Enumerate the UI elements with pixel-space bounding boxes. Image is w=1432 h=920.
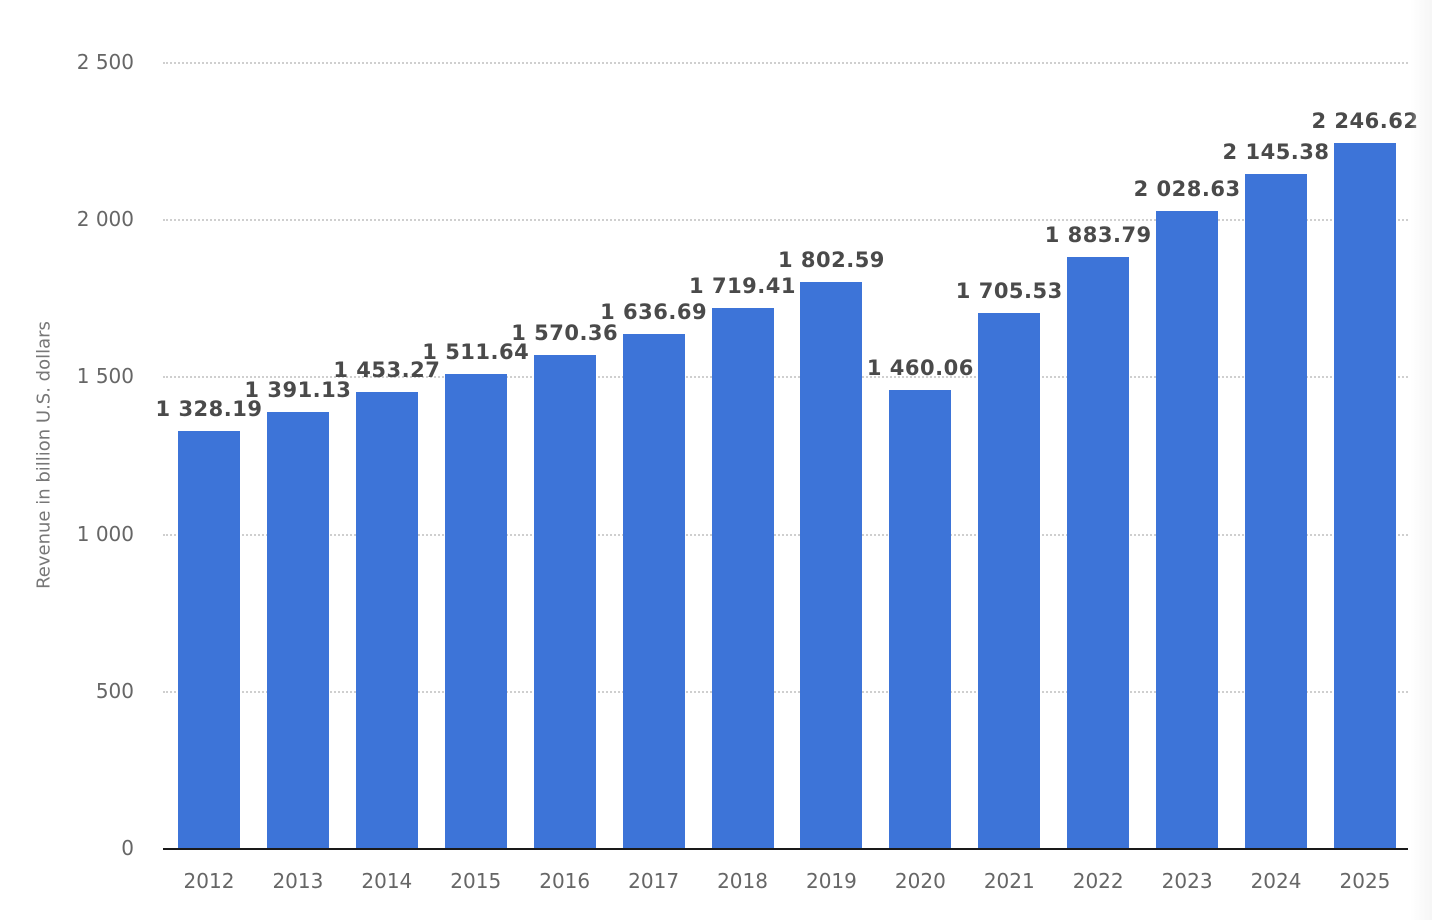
x-tick-label: 2015 (450, 869, 502, 893)
bar-value-label: 1 453.27 (333, 358, 441, 383)
x-tick-label: 2018 (717, 869, 768, 893)
x-tick-label: 2020 (894, 869, 946, 893)
gridline (163, 533, 1408, 536)
bar-value-label: 1 636.69 (600, 300, 708, 325)
x-tick-label: 2017 (628, 869, 680, 893)
x-tick-label: 2014 (361, 869, 413, 893)
bar-2022[interactable] (1067, 256, 1130, 849)
bar-2018[interactable] (711, 308, 774, 849)
bar-value-label: 1 460.06 (866, 355, 974, 380)
y-tick-label: 1 500 (76, 364, 134, 389)
y-tick-label: 0 (121, 836, 134, 860)
bar-2014[interactable] (355, 392, 418, 849)
bar-2023[interactable] (1156, 211, 1219, 849)
bar-2021[interactable] (978, 312, 1041, 849)
bar-2025[interactable] (1333, 142, 1396, 849)
x-tick-label: 2023 (1161, 869, 1213, 893)
bar-2019[interactable] (800, 282, 863, 849)
gridline (163, 62, 1408, 64)
bar-value-label: 1 570.36 (511, 321, 619, 346)
x-tick-label: 2022 (1072, 869, 1124, 893)
x-tick-label: 2024 (1250, 869, 1302, 893)
gridline (163, 376, 1408, 379)
y-tick-label: 2 500 (76, 50, 134, 74)
x-tick-label: 2012 (183, 869, 235, 893)
y-tick-label: 500 (95, 678, 134, 703)
bar-2012[interactable] (178, 431, 240, 849)
bar-value-label: 1 802.59 (777, 248, 885, 273)
gridline (163, 690, 1408, 693)
bar-2024[interactable] (1245, 174, 1308, 849)
x-tick-label: 2021 (983, 869, 1035, 893)
x-tick-label: 2025 (1339, 869, 1391, 893)
bar-2020[interactable] (889, 389, 952, 849)
bar-2015[interactable] (444, 373, 507, 849)
bar-2016[interactable] (533, 355, 596, 849)
bar-value-label: 1 511.64 (422, 339, 530, 364)
bar-value-label: 1 883.79 (1044, 222, 1152, 247)
x-tick-label: 2016 (539, 869, 591, 893)
bar-value-label: 2 246.62 (1311, 108, 1419, 133)
right-edge-fade (1410, 0, 1432, 920)
bar-value-label: 2 028.63 (1133, 177, 1241, 202)
x-tick-label: 2019 (805, 869, 857, 893)
y-tick-label: 1 000 (76, 521, 134, 546)
x-tick-label: 2013 (272, 869, 324, 893)
bar-2017[interactable] (622, 334, 685, 849)
bar-value-label: 1 719.41 (689, 274, 796, 299)
bar-value-label: 1 705.53 (955, 278, 1063, 303)
x-axis-line (163, 848, 1408, 850)
bar-value-label: 1 391.13 (244, 377, 352, 402)
gridline (163, 219, 1408, 222)
y-axis-title: Revenue in billion U.S. dollars (33, 321, 55, 589)
bar-value-label: 2 145.38 (1222, 140, 1330, 165)
bar-2013[interactable] (266, 411, 329, 849)
bar-value-label: 1 328.19 (155, 397, 263, 422)
y-tick-label: 2 000 (76, 207, 134, 232)
